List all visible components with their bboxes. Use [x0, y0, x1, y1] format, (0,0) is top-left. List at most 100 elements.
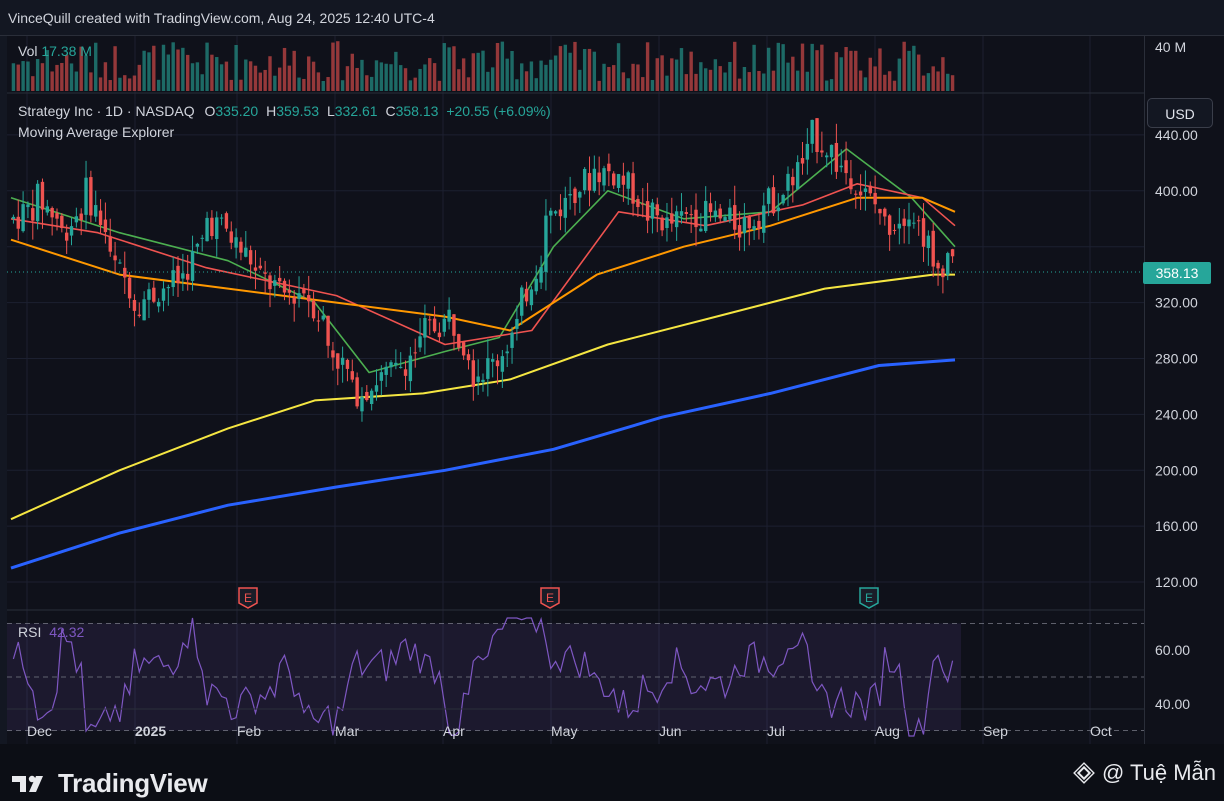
candle-body: [365, 391, 369, 401]
volume-bar: [897, 58, 902, 91]
volume-bar: [481, 50, 485, 91]
candle-body: [408, 355, 413, 382]
volume-bar: [728, 61, 732, 91]
volume-bar: [442, 43, 446, 91]
volume-bar: [423, 64, 427, 91]
open-label: O: [204, 103, 216, 119]
volume-bar: [176, 49, 180, 91]
candle-body: [737, 225, 742, 238]
candle-body: [40, 181, 45, 210]
volume-bar: [800, 43, 805, 91]
candle-body: [142, 299, 146, 321]
volume-bar: [244, 59, 248, 91]
volume-bar: [350, 53, 354, 91]
volume-value: 17.38 M: [41, 43, 92, 59]
candle-body: [234, 237, 238, 248]
ma-line: [10, 196, 956, 332]
candle-body: [621, 175, 626, 185]
volume-bar: [544, 64, 548, 91]
currency-button[interactable]: USD: [1147, 98, 1213, 128]
earnings-label: E: [865, 591, 873, 605]
candle-body: [505, 351, 509, 354]
volume-bar: [844, 47, 848, 91]
volume-bar: [733, 41, 737, 91]
volume-bar: [369, 76, 374, 91]
volume-bar: [21, 61, 25, 91]
volume-bar: [403, 68, 408, 91]
volume-bar: [926, 73, 931, 91]
candle-body: [539, 267, 543, 283]
volume-bar: [60, 62, 64, 91]
volume-bar: [142, 50, 146, 91]
candle-body: [26, 204, 30, 208]
candle-body: [805, 143, 810, 160]
volume-bar: [510, 50, 514, 91]
price-axis-svg: 40 M 120.00 160.00 200.00 240.00 280.00 320.00…: [1155, 39, 1198, 712]
volume-bar: [307, 56, 311, 91]
volume-bar: [849, 50, 853, 91]
chart-svg[interactable]: E E E Dec 2025 Feb Mar Apr May Jun Jul Aug Sep Oct: [7, 36, 1144, 744]
chart-area[interactable]: E E E Dec 2025 Feb Mar Apr May Jun Jul Aug Sep Oct: [7, 36, 1144, 744]
candle-body: [118, 262, 122, 264]
candle-body: [98, 210, 103, 226]
candle-body: [350, 371, 354, 380]
candle-body: [844, 160, 848, 174]
volume-bar: [941, 57, 945, 91]
attribution-bar: VinceQuill created with TradingView.com,…: [0, 0, 1224, 36]
tradingview-logo[interactable]: TradingView: [10, 768, 208, 799]
candle-body: [868, 185, 872, 194]
candle-body: [457, 334, 461, 348]
candle-body: [563, 197, 567, 218]
volume-bar: [239, 79, 243, 91]
candle-body: [248, 250, 253, 265]
volume-bar: [152, 45, 156, 91]
volume-bar: [268, 56, 272, 91]
candle-body: [161, 288, 166, 301]
volume-bar: [582, 49, 587, 91]
candle-body: [612, 173, 616, 186]
indicator-name: Moving Average Explorer: [18, 124, 175, 140]
candle-body: [486, 358, 490, 379]
candle-body: [771, 187, 776, 214]
volume-bar: [263, 69, 267, 91]
candle-body: [820, 150, 824, 153]
candle-body: [626, 172, 630, 189]
volume-bar: [253, 65, 258, 91]
candle-body: [282, 280, 287, 293]
candle-body: [752, 226, 756, 230]
volume-bar: [282, 47, 287, 91]
volume-bar: [786, 62, 790, 91]
candle-body: [636, 198, 640, 208]
volume-bar: [597, 80, 601, 91]
volume-bar: [108, 80, 112, 91]
candle-body: [45, 206, 50, 213]
candle-body: [645, 201, 650, 221]
volume-bar: [123, 75, 127, 91]
candle-body: [466, 354, 471, 361]
x-tick-label: Sep: [983, 723, 1008, 739]
candle-body: [132, 300, 137, 311]
candle-body: [926, 235, 931, 249]
candle-body: [476, 376, 480, 382]
volume-bar: [621, 72, 626, 91]
volume-bar: [437, 80, 442, 91]
volume-bar: [215, 57, 219, 91]
last-price-tag: 358.13: [1143, 262, 1211, 284]
volume-bar: [946, 73, 950, 91]
volume-bar: [863, 77, 868, 91]
volume-bar: [113, 46, 117, 91]
high-value: 359.53: [276, 103, 320, 119]
candle-body: [200, 237, 204, 239]
candle-body: [602, 168, 606, 186]
candle-body: [510, 332, 514, 348]
candle-body: [878, 208, 882, 214]
candle-body: [35, 183, 40, 222]
x-tick-label: Apr: [443, 723, 465, 739]
x-tick-label: Feb: [237, 723, 261, 739]
price-tick-label: 280.00: [1155, 350, 1198, 366]
candle-body: [655, 204, 659, 216]
volume-bar: [166, 54, 171, 91]
candle-body: [79, 213, 83, 221]
price-axis[interactable]: 40 M 120.00 160.00 200.00 240.00 280.00 320.00…: [1144, 36, 1224, 744]
volume-bar: [631, 63, 635, 91]
